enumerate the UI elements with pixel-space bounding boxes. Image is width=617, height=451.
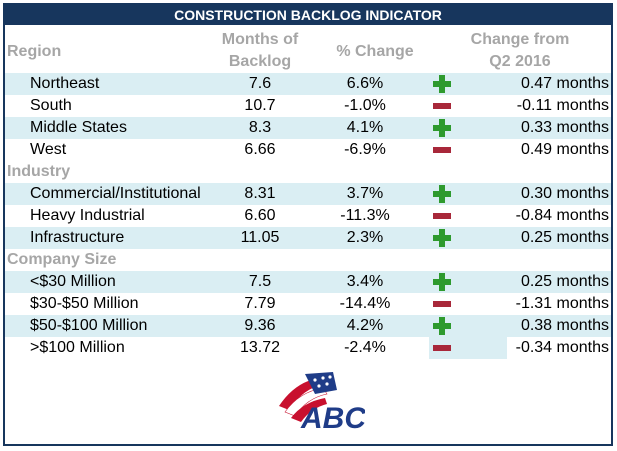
row-label: Commercial/Institutional: [30, 185, 201, 202]
months-value: 7.6: [248, 75, 272, 92]
pct-change-value: 6.6%: [346, 75, 384, 92]
change-value: -0.34 months: [515, 339, 609, 356]
change-value: -0.84 months: [515, 207, 609, 224]
pct-change-value: 4.1%: [346, 119, 384, 136]
plus-icon: [433, 273, 451, 291]
minus-icon: [433, 345, 451, 351]
row-label: South: [30, 97, 72, 114]
row-label: Middle States: [30, 119, 127, 136]
months-value: 9.36: [244, 317, 276, 334]
abc-flag-logo-icon: ABC: [279, 372, 365, 432]
trend-indicator: [429, 73, 455, 95]
minus-icon: [433, 213, 451, 219]
row-label: Infrastructure: [30, 229, 125, 246]
row-label: $50-$100 Million: [30, 317, 148, 334]
trend-indicator: [429, 315, 455, 337]
pct-change-value: 3.4%: [346, 273, 384, 290]
trend-indicator: [429, 205, 455, 227]
trend-indicator: [429, 271, 455, 293]
header-change-line1: Change from: [470, 31, 570, 48]
table-row: >$100 Million 13.72 -2.4% -0.34 months: [5, 337, 611, 359]
table-row: Northeast 7.6 6.6% 0.47 months: [5, 73, 611, 95]
table-row: Commercial/Institutional 8.31 3.7% 0.30 …: [5, 183, 611, 205]
pct-change-value: -1.0%: [344, 97, 386, 114]
table-row: Middle States 8.3 4.1% 0.33 months: [5, 117, 611, 139]
plus-icon: [433, 185, 451, 203]
pct-change-value: 2.3%: [346, 229, 384, 246]
table-row: South 10.7 -1.0% -0.11 months: [5, 95, 611, 117]
months-value: 11.05: [240, 229, 280, 246]
row-label: West: [30, 141, 67, 158]
months-value: 13.72: [239, 339, 281, 356]
months-value: 7.79: [244, 295, 276, 312]
table-row: Heavy Industrial 6.60 -11.3% -0.84 month…: [5, 205, 611, 227]
change-value: 0.25 months: [520, 229, 609, 246]
change-value: 0.25 months: [520, 273, 609, 290]
change-value: 0.47 months: [520, 75, 609, 92]
trend-indicator: [429, 293, 455, 315]
plus-icon: [433, 75, 451, 93]
column-header-row: Region Months of Backlog % Change Change…: [5, 25, 611, 75]
pct-change-value: -14.4%: [339, 295, 391, 312]
trend-indicator: [429, 337, 455, 359]
trend-indicator: [429, 183, 455, 205]
table-title: CONSTRUCTION BACKLOG INDICATOR: [5, 5, 611, 25]
trend-indicator: [429, 95, 455, 117]
header-pct-change: % Change: [336, 43, 414, 60]
months-value: 10.7: [244, 97, 276, 114]
header-months-line2: Backlog: [228, 53, 292, 70]
change-value: -1.31 months: [515, 295, 609, 312]
plus-icon: [433, 317, 451, 335]
months-value: 8.3: [248, 119, 272, 136]
section-label-company-size: Company Size: [7, 251, 117, 268]
row-label: <$30 Million: [30, 273, 116, 290]
trend-indicator: [429, 117, 455, 139]
header-months-line1: Months of: [221, 31, 299, 48]
section-label-industry: Industry: [7, 163, 71, 180]
table-row: $30-$50 Million 7.79 -14.4% -1.31 months: [5, 293, 611, 315]
pct-change-value: 3.7%: [346, 185, 384, 202]
trend-indicator: [429, 139, 455, 161]
minus-icon: [433, 103, 451, 109]
indicator-cell-shade: [429, 337, 507, 359]
minus-icon: [433, 147, 451, 153]
table-row: $50-$100 Million 9.36 4.2% 0.38 months: [5, 315, 611, 337]
pct-change-value: -6.9%: [344, 141, 386, 158]
change-value: 0.49 months: [520, 141, 609, 158]
plus-icon: [433, 229, 451, 247]
change-value: 0.30 months: [520, 185, 609, 202]
pct-change-value: -2.4%: [344, 339, 386, 356]
minus-icon: [433, 301, 451, 307]
months-value: 6.66: [244, 141, 276, 158]
pct-change-value: -11.3%: [340, 207, 390, 224]
row-label: $30-$50 Million: [30, 295, 139, 312]
months-value: 7.5: [248, 273, 272, 290]
row-label: Heavy Industrial: [30, 207, 145, 224]
months-value: 8.31: [244, 185, 276, 202]
table-row: Infrastructure 11.05 2.3% 0.25 months: [5, 227, 611, 249]
plus-icon: [433, 119, 451, 137]
change-value: 0.33 months: [520, 119, 609, 136]
backlog-table-panel: CONSTRUCTION BACKLOG INDICATOR Region Mo…: [3, 3, 613, 446]
change-value: -0.11 months: [516, 97, 609, 114]
pct-change-value: 4.2%: [346, 317, 384, 334]
table-row: <$30 Million 7.5 3.4% 0.25 months: [5, 271, 611, 293]
change-value: 0.38 months: [520, 317, 609, 334]
logo-text: ABC: [300, 402, 365, 432]
row-label: >$100 Million: [30, 339, 125, 356]
trend-indicator: [429, 227, 455, 249]
row-label: Northeast: [30, 75, 100, 92]
header-change-line2: Q2 2016: [489, 53, 551, 70]
header-region: Region: [7, 43, 62, 60]
months-value: 6.60: [244, 207, 276, 224]
table-row: West 6.66 -6.9% 0.49 months: [5, 139, 611, 161]
